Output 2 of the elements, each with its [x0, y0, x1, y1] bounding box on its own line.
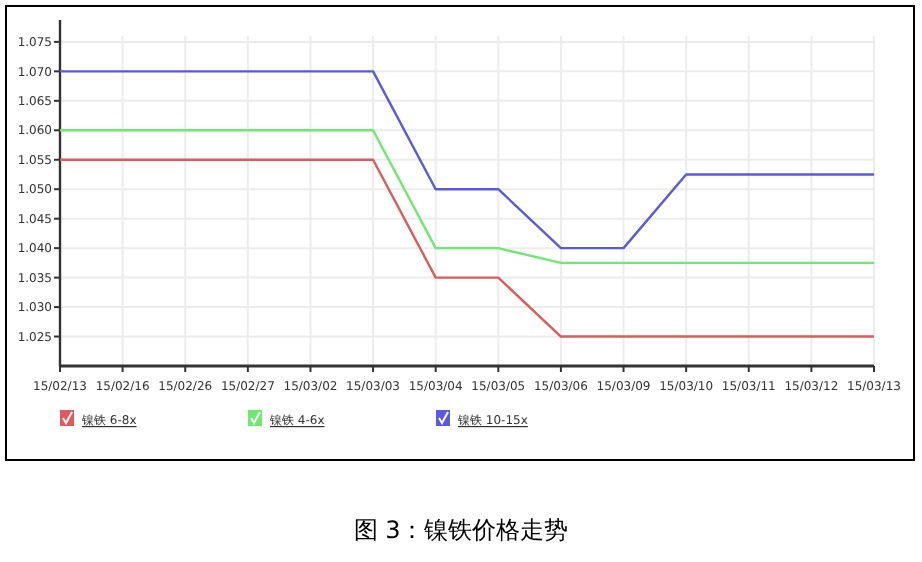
line-series [58, 70, 876, 250]
caption: 图 3：镍铁价格走势 [353, 516, 569, 544]
